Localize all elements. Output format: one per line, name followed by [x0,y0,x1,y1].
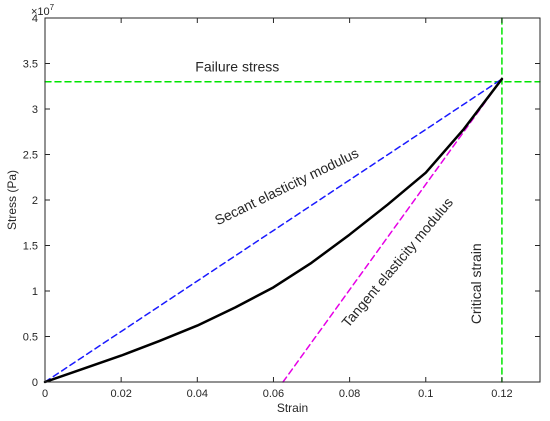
y-tick-label: 2 [32,195,38,207]
y-axis-exponent-power: 7 [50,3,55,12]
x-tick-label: 0 [42,388,48,400]
y-tick-label: 0 [32,377,38,389]
x-tick-label: 0.08 [339,388,360,400]
y-axis-exponent-base: ×10 [31,6,50,18]
y-axis-title: Stress (Pa) [5,170,19,230]
x-tick-label: 0.02 [110,388,131,400]
stress-strain-curve-series [43,77,504,384]
x-tick-label: 0.1 [418,388,433,400]
secant-line-series [44,78,503,383]
y-tick-label: 4 [32,13,38,25]
series-layer [43,17,541,384]
y-tick-label: 3 [32,104,38,116]
y-tick-label: 1.5 [23,241,38,253]
y-tick-label: 2.5 [23,150,38,162]
ticks-layer: 0 0.02 0.04 0.06 0.08 0.1 0.12 0 0.5 1 1.5 2 2.5 3 3.5… [23,13,540,400]
y-axis-exponent: ×107 [31,3,55,18]
y-tick-label: 1 [32,286,38,298]
x-tick-label: 0.06 [263,388,284,400]
y-tick-label: 0.5 [23,332,38,344]
x-tick-label: 0.12 [491,388,512,400]
annotation-label: Critical strain [468,243,484,324]
tangent-line-series [282,78,503,383]
x-axis-title: Strain [277,401,308,415]
annotation-label: Failure stress [195,59,279,75]
x-tick-label: 0.04 [187,388,208,400]
y-tick-label: 3.5 [23,59,38,71]
